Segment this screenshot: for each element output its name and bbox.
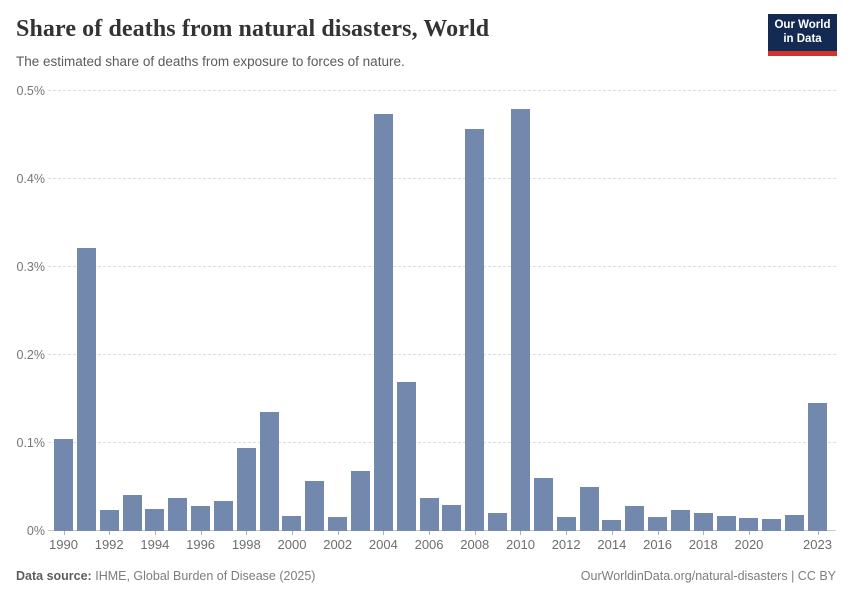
- gridline-0.1%: [48, 442, 836, 443]
- chart-subtitle: The estimated share of deaths from expos…: [16, 54, 405, 69]
- x-axis-label-2012: 2012: [551, 537, 581, 552]
- x-axis-tick: [520, 531, 522, 535]
- x-axis-tick: [657, 531, 659, 535]
- x-axis-label-2020: 2020: [734, 537, 764, 552]
- x-axis-tick: [154, 531, 156, 535]
- bar-1998[interactable]: [236, 448, 256, 531]
- owid-logo-text: Our World in Data: [768, 14, 837, 51]
- x-axis-label-2023: 2023: [803, 537, 832, 552]
- x-axis-tick: [383, 531, 385, 535]
- x-axis-label-2004: 2004: [368, 537, 398, 552]
- x-axis-tick: [109, 531, 111, 535]
- data-source-label: Data source:: [16, 569, 92, 583]
- y-axis-tick-label: 0.1%: [16, 436, 46, 450]
- x-axis-label-1998: 1998: [231, 537, 261, 552]
- y-axis-labels: 0% 0.1% 0.2% 0.3% 0.4% 0.5%: [0, 84, 46, 538]
- x-axis-label-1992: 1992: [94, 537, 124, 552]
- owid-license-link[interactable]: OurWorldinData.org/natural-disasters | C…: [580, 569, 836, 583]
- x-axis-label-1996: 1996: [186, 537, 216, 552]
- bar-1993[interactable]: [122, 494, 142, 531]
- bar-2009[interactable]: [488, 513, 508, 531]
- bar-2011[interactable]: [533, 478, 553, 531]
- bar-2006[interactable]: [419, 497, 439, 531]
- bar-2004[interactable]: [373, 113, 393, 531]
- gridline-0.2%: [48, 354, 836, 355]
- x-axis-label-2018: 2018: [688, 537, 718, 552]
- bar-2017[interactable]: [670, 509, 690, 531]
- x-axis-tick: [429, 531, 431, 535]
- bar-1994[interactable]: [145, 509, 165, 531]
- x-axis-label-2010: 2010: [506, 537, 535, 552]
- y-axis-tick-label: 0%: [26, 524, 45, 538]
- x-axis-tick: [611, 531, 613, 535]
- x-axis-label-2002: 2002: [323, 537, 353, 552]
- x-axis-tick: [200, 531, 202, 535]
- gridline-0.5%: [48, 90, 836, 91]
- bar-2010[interactable]: [510, 108, 530, 531]
- y-axis-tick-label: 0.3%: [16, 260, 46, 274]
- bar-2018[interactable]: [693, 513, 713, 531]
- bar-1990[interactable]: [54, 439, 73, 531]
- bar-2021[interactable]: [762, 518, 782, 531]
- x-axis-tick: [63, 531, 65, 535]
- bar-1991[interactable]: [76, 247, 96, 531]
- bar-2022[interactable]: [785, 515, 805, 531]
- y-axis-tick-label: 0.5%: [16, 84, 46, 98]
- x-axis-label-2016: 2016: [643, 537, 673, 552]
- data-source-text: IHME, Global Burden of Disease (2025): [95, 569, 316, 583]
- bar-2019[interactable]: [716, 516, 736, 531]
- x-axis-tick: [817, 531, 819, 535]
- x-axis-label-2006: 2006: [414, 537, 444, 552]
- gridline-0%: [48, 530, 836, 531]
- x-axis-tick: [246, 531, 248, 535]
- bar-2012[interactable]: [556, 516, 576, 531]
- bar-1996[interactable]: [191, 506, 211, 531]
- x-axis-tick: [703, 531, 705, 535]
- bar-2013[interactable]: [579, 487, 599, 531]
- bar-2000[interactable]: [282, 516, 302, 531]
- bar-2005[interactable]: [396, 382, 416, 531]
- bar-1997[interactable]: [213, 501, 233, 531]
- bar-1999[interactable]: [259, 412, 279, 531]
- bar-2008[interactable]: [465, 128, 485, 531]
- x-axis-label-2014: 2014: [597, 537, 627, 552]
- bar-2023[interactable]: [808, 402, 827, 531]
- x-axis-tick: [474, 531, 476, 535]
- y-axis-tick-label: 0.2%: [16, 348, 46, 362]
- page-title: Share of deaths from natural disasters, …: [16, 16, 490, 42]
- bar-2020[interactable]: [739, 517, 759, 531]
- x-axis-tick: [337, 531, 339, 535]
- bar-2007[interactable]: [442, 504, 462, 531]
- bar-1992[interactable]: [99, 509, 119, 531]
- x-axis-label-2008: 2008: [460, 537, 490, 552]
- gridline-0.3%: [48, 266, 836, 267]
- bar-2016[interactable]: [648, 516, 668, 531]
- x-axis-tick: [566, 531, 568, 535]
- x-axis-tick: [748, 531, 750, 535]
- x-axis-label-2000: 2000: [277, 537, 307, 552]
- bar-1995[interactable]: [168, 498, 188, 531]
- x-axis-label-1990: 1990: [49, 537, 78, 552]
- owid-logo: Our World in Data: [768, 14, 837, 56]
- x-axis-tick: [291, 531, 293, 535]
- bar-2014[interactable]: [602, 520, 622, 531]
- y-axis-tick-label: 0.4%: [16, 172, 46, 186]
- bar-2002[interactable]: [328, 516, 348, 531]
- chart-footer: Data source: IHME, Global Burden of Dise…: [16, 569, 836, 583]
- x-axis-label-1994: 1994: [140, 537, 170, 552]
- data-source-note: Data source: IHME, Global Burden of Dise…: [16, 569, 315, 583]
- bar-2003[interactable]: [351, 471, 371, 531]
- bar-chart-plot-area: 1990 1992 1994 1996 1998 2000 2002 2004 2006 2008…: [48, 90, 836, 552]
- gridline-0.4%: [48, 178, 836, 179]
- bar-2015[interactable]: [625, 506, 645, 531]
- bar-2001[interactable]: [305, 480, 325, 531]
